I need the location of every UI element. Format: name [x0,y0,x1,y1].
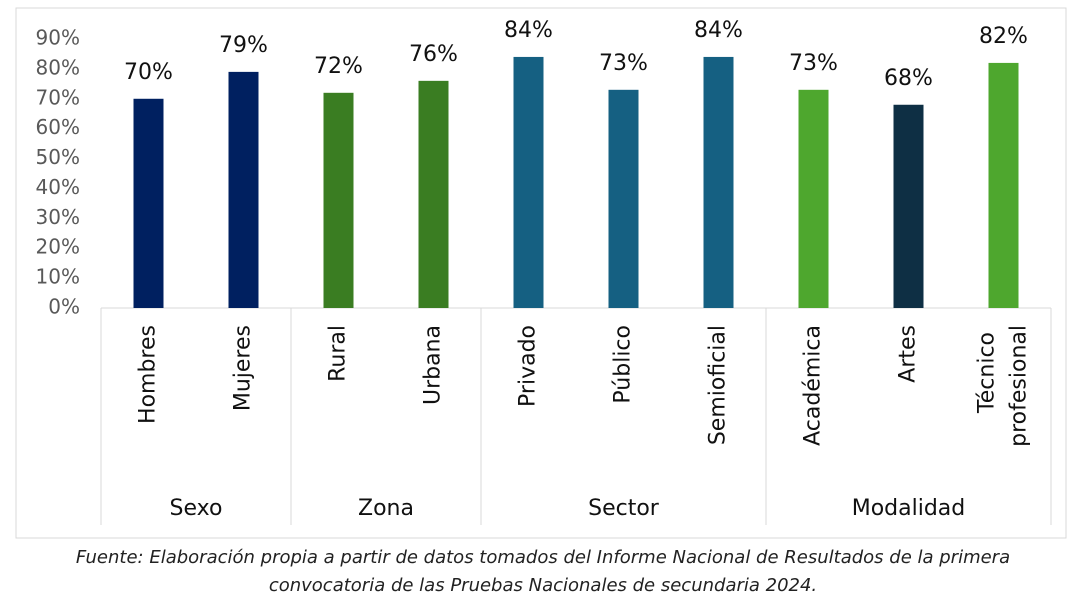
bar [703,56,734,308]
x-tick-label: Privado [516,325,541,407]
bar [608,89,639,308]
data-label: 73% [789,51,838,76]
y-tick-label: 80% [36,55,80,79]
y-tick-label: 20% [36,235,80,259]
data-label: 82% [979,24,1028,49]
data-label: 72% [314,54,363,79]
group-label: Sector [588,496,660,521]
data-label: 84% [504,18,553,43]
bar [893,104,924,308]
x-tick-label: Académica [801,325,826,446]
bar [323,92,354,308]
data-label: 73% [599,51,648,76]
x-tick-label: Semioficial [706,325,731,445]
footnote: Fuente: Elaboración propia a partir de d… [76,547,1010,568]
chart-frame [15,7,1067,539]
bar [988,62,1019,309]
y-tick-label: 70% [36,85,80,109]
x-tick-label: Urbana [421,325,446,405]
y-tick-label: 10% [36,265,80,289]
data-label: 68% [884,66,933,91]
bar [133,98,164,309]
y-tick-label: 60% [36,115,80,139]
group-label: Sexo [170,496,223,521]
bar [798,89,829,308]
footnote: convocatoria de las Pruebas Nacionales d… [269,575,817,596]
y-tick-label: 40% [36,175,80,199]
x-tick-label: Hombres [136,325,161,424]
y-tick-label: 90% [36,26,80,50]
x-tick-label: Rural [326,325,351,382]
bar [513,56,544,308]
y-tick-label: 30% [36,205,80,229]
bar [228,71,259,308]
y-tick-label: 0% [48,295,80,319]
data-label: 84% [694,18,743,43]
x-tick-label: Mujeres [231,325,256,411]
x-tick-label: Público [611,325,636,404]
bar [418,80,449,308]
x-tick-label: Artes [896,325,921,383]
data-label: 70% [124,60,173,85]
data-label: 79% [219,33,268,58]
data-label: 76% [409,42,458,67]
x-tick-label: Técnico profesional [975,325,1032,447]
y-tick-label: 50% [36,145,80,169]
group-label: Zona [358,496,414,521]
group-label: Modalidad [852,496,966,521]
